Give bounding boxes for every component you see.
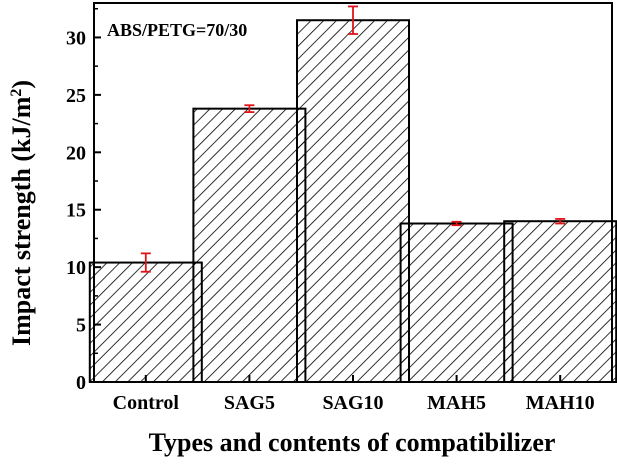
x-axis: Control SAG5 SAG10 MAH5 MAH10 xyxy=(113,375,595,414)
bar-sag10 xyxy=(296,19,410,384)
bar-control xyxy=(88,261,203,384)
y-axis-title-main: Impact strength (kJ/m xyxy=(7,96,36,346)
y-axis-title-sup: 2 xyxy=(8,89,25,97)
x-tick-label-sag5: SAG5 xyxy=(224,392,275,414)
bar-mah5 xyxy=(399,222,514,383)
x-axis-title: Types and contents of compatibilizer xyxy=(149,428,556,457)
bars xyxy=(88,19,617,384)
bar-mah10 xyxy=(503,220,617,383)
y-tick-label: 30 xyxy=(66,27,86,49)
y-tick-label: 25 xyxy=(66,85,86,107)
y-tick-label: 20 xyxy=(66,142,86,164)
error-bars xyxy=(140,5,566,273)
chart-annotation: ABS/PETG=70/30 xyxy=(107,20,247,40)
x-tick-label-mah5: MAH5 xyxy=(427,392,486,414)
y-axis: 0 5 10 15 20 25 30 xyxy=(66,7,101,394)
bar-sag5 xyxy=(192,107,307,383)
x-tick-label-control: Control xyxy=(113,392,180,414)
y-tick-label: 15 xyxy=(66,200,86,222)
y-axis-title-end: ) xyxy=(7,80,36,89)
y-tick-label: 10 xyxy=(66,257,86,279)
x-tick-label-sag10: SAG10 xyxy=(322,392,383,414)
x-tick-label-mah10: MAH10 xyxy=(526,392,595,414)
y-axis-title: Impact strength (kJ/m2) xyxy=(7,80,36,346)
y-tick-label: 0 xyxy=(76,372,86,394)
y-tick-label: 5 xyxy=(76,315,86,337)
